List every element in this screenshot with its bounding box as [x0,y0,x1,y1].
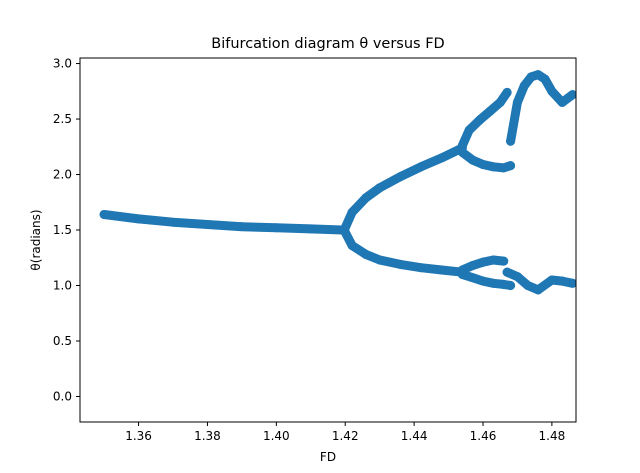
series-2-point [340,227,350,237]
series-5-point [506,136,516,146]
x-tick-label: 1.48 [539,429,566,443]
series-3-point [457,141,467,151]
series-6-point [499,256,509,266]
series-7-point [506,281,516,290]
series-5-point [568,90,576,100]
series-8-point [533,285,543,295]
series-8-point [523,281,533,290]
series-2-point [361,249,371,259]
series-8-point [547,275,557,285]
series-0-point [271,223,281,233]
series-8-point [502,267,512,277]
y-tick-label: 2.5 [53,112,72,126]
series-6-point [478,257,488,267]
series-4-point [468,155,478,165]
plot-area [99,70,576,295]
x-tick-label: 1.40 [263,429,290,443]
series-0-line [99,210,347,235]
series-3-point [502,87,512,97]
data-markers [99,70,576,295]
series-7-point [488,278,498,288]
series-7-point [499,279,509,289]
series-6-point [468,261,478,271]
series-5-point [557,97,567,107]
series-7-point [468,273,478,283]
y-axis-title: θ(radians) [29,209,43,270]
series-8-point [568,278,576,288]
series-1-point [395,172,405,182]
x-tick-label: 1.42 [332,429,359,443]
axes-frame [79,57,577,423]
axes: 1.36 1.38 1.40 1.42 1.44 1.46 1.48 0.0 0.5 1.0 1.5… [53,57,577,443]
series-6-point [488,255,498,265]
series-1-point [375,183,385,193]
series-5-point [540,74,550,84]
series-4-point [478,160,488,170]
series-5-point [526,72,536,82]
series-4-point [488,162,498,172]
series-2-point [347,241,357,251]
y-tick-label: 1.5 [53,223,72,237]
series-5-point [533,70,543,80]
x-axis-title: FD [320,450,336,464]
y-tick-label: 3.0 [53,57,72,71]
series-0-point [134,214,144,224]
x-tick-label: 1.36 [125,429,152,443]
series-0-point [237,222,247,232]
series-5-point [519,81,529,91]
series-4-point [506,161,516,171]
series-1-point [347,207,357,217]
series-0-point [306,224,316,234]
series-3-point [495,97,505,107]
y-tick-label: 0.0 [53,389,72,403]
x-tick-label: 1.44 [401,429,428,443]
series-1-point [437,153,447,163]
series-5-point [512,97,522,107]
series-2-point [395,259,405,269]
series-0-point [168,217,178,227]
series-0-point [99,209,109,219]
series-8-point [557,276,567,286]
x-tick-label: 1.38 [194,429,221,443]
y-tick-label: 0.5 [53,334,72,348]
series-5-point [547,86,557,96]
series-1-point [416,162,426,172]
series-3-point [464,125,474,135]
series-3-point [475,115,485,125]
series-2-point [375,255,385,265]
series-2-point [437,265,447,275]
series-3-point [485,106,495,116]
series-1-point [361,193,371,203]
x-tick-label: 1.46 [470,429,497,443]
series-0-point [202,219,212,229]
series-7-point [457,269,467,279]
series-2-point [416,263,426,273]
chart-title: Bifurcation diagram θ versus FD [211,36,444,52]
y-tick-label: 2.0 [53,168,72,182]
series-4-point [499,163,509,173]
series-4-point [457,147,467,157]
series-7-point [478,276,488,286]
series-8-point [512,272,522,282]
y-tick-label: 1.0 [53,279,72,293]
